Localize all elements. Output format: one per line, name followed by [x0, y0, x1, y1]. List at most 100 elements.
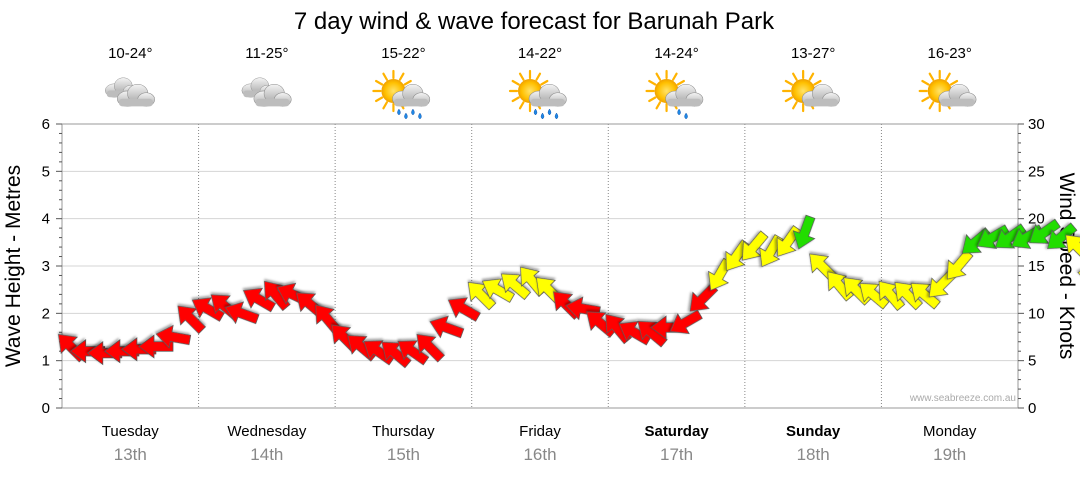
- sun-ray: [535, 72, 542, 81]
- grid: [62, 123, 1018, 409]
- y2-axis-label: Wind Speed - Knots: [1055, 173, 1078, 360]
- weather-sun-cloud-rain-icon: [372, 69, 431, 120]
- wind-arrow-point: [669, 309, 703, 335]
- weather-sun-cloud-icon: [918, 69, 977, 113]
- sun-ray: [648, 96, 657, 103]
- rain-drop-icon: [540, 112, 545, 120]
- sun-ray: [403, 79, 412, 86]
- weather-cloudy-icon: [105, 77, 155, 107]
- wind-arrow-point: [859, 283, 890, 310]
- wind-arrow-point: [481, 278, 516, 303]
- day-name-label: Thursday: [372, 423, 435, 440]
- left-axis: 0 1 2 3 4 5 6: [42, 116, 62, 417]
- cloud-base: [667, 98, 702, 107]
- temperature-range: 14-22°: [518, 45, 562, 62]
- y-axis-label: Wave Height - Metres: [2, 165, 25, 367]
- y2-tick-label: 10: [1028, 305, 1045, 322]
- sun-ray: [945, 72, 951, 81]
- y2-tick-label: 20: [1028, 211, 1045, 228]
- sun-ray: [518, 72, 525, 81]
- day-name-label: Sunday: [786, 423, 841, 440]
- rain-drop-icon: [411, 108, 415, 116]
- day-labels: Tuesday 13th Wednesday 14th Thursday 15th Frid…: [102, 423, 977, 464]
- day-date-label: 14th: [250, 445, 283, 464]
- wind-arrows: [57, 214, 1080, 369]
- sun-ray: [648, 79, 657, 86]
- sun-ray: [382, 101, 389, 110]
- cloud-base: [118, 98, 153, 107]
- weather-sun-cloud-rain-icon: [508, 69, 567, 120]
- cloud-shape: [117, 83, 155, 107]
- wind-arrow-point: [224, 301, 260, 325]
- cloud-base: [940, 98, 975, 107]
- day-date-label: 16th: [523, 445, 556, 464]
- temperature-range: 11-25°: [245, 45, 288, 62]
- cloud-shape: [665, 83, 704, 107]
- temperature-range: 15-22°: [381, 45, 425, 62]
- rain-drop-icon: [418, 112, 422, 120]
- sun-ray: [671, 72, 678, 81]
- day-date-label: 15th: [387, 445, 420, 464]
- y-tick-label: 6: [42, 116, 50, 133]
- wind-arrow-point: [910, 283, 941, 310]
- sun-ray: [375, 79, 384, 86]
- sun-ray: [655, 101, 662, 110]
- day-name-label: Friday: [519, 423, 561, 440]
- sun-ray: [375, 96, 384, 103]
- day-date-label: 19th: [933, 445, 966, 464]
- sun-ray: [949, 79, 959, 86]
- sun-ray: [928, 72, 935, 81]
- day-date-label: 17th: [660, 445, 693, 464]
- wind-arrow-point: [500, 273, 532, 301]
- sun-ray: [511, 96, 520, 103]
- y2-tick-label: 5: [1028, 353, 1036, 370]
- y2-tick-label: 25: [1028, 163, 1045, 180]
- y-tick-label: 0: [42, 400, 50, 417]
- wind-arrow-point: [447, 297, 481, 322]
- wind-arrow-point: [138, 334, 174, 359]
- sun-ray: [792, 101, 798, 110]
- day-name-label: Wednesday: [227, 423, 306, 440]
- wind-arrow-point: [397, 340, 430, 366]
- sun-ray: [382, 72, 389, 81]
- sun-ray: [784, 79, 793, 86]
- sun-ray: [792, 72, 798, 81]
- cloud-shape: [528, 83, 567, 107]
- cloud-base: [394, 98, 429, 107]
- y-tick-label: 3: [42, 258, 50, 275]
- wind-arrow-point: [416, 333, 445, 363]
- rain-drop-icon: [554, 112, 559, 120]
- sun-ray: [676, 79, 685, 86]
- sun-ray: [921, 96, 930, 103]
- sun-ray: [813, 79, 822, 86]
- y2-tick-label: 15: [1028, 258, 1045, 275]
- wind-arrow-point: [191, 297, 225, 322]
- temperature-range: 10-24°: [108, 45, 152, 62]
- y-tick-label: 1: [42, 353, 50, 370]
- day-date-label: 13th: [114, 445, 147, 464]
- weather-sun-cloud-drizzle-icon: [645, 69, 704, 120]
- temperature-range: 13-27°: [791, 45, 835, 62]
- wind-arrow-point: [1029, 218, 1061, 244]
- day-date-label: 18th: [797, 445, 830, 464]
- cloud-shape: [938, 83, 977, 107]
- temperature-range: 14-24°: [654, 45, 698, 62]
- y-tick-label: 5: [42, 163, 50, 180]
- chart-title: 7 day wind & wave forecast for Barunah P…: [294, 8, 775, 35]
- sun-ray: [511, 79, 520, 86]
- cloud-shape: [392, 83, 431, 107]
- rain-drop-icon: [404, 112, 408, 120]
- wind-arrow-point: [242, 287, 277, 313]
- watermark: www.seabreeze.com.au: [909, 393, 1016, 404]
- wind-arrow-point: [429, 315, 465, 339]
- rain-drop-icon: [547, 108, 552, 116]
- y2-tick-label: 0: [1028, 400, 1036, 417]
- weather-header: 10-24° 11-25° 15-22° 14-22° 14-24° 13-27° 16-2…: [105, 45, 977, 120]
- sun-ray: [655, 72, 662, 81]
- day-name-label: Monday: [923, 423, 977, 440]
- cloud-shape: [253, 83, 292, 107]
- wind-arrow-point: [155, 324, 192, 349]
- sun-ray: [518, 101, 525, 110]
- sun-ray: [784, 96, 793, 103]
